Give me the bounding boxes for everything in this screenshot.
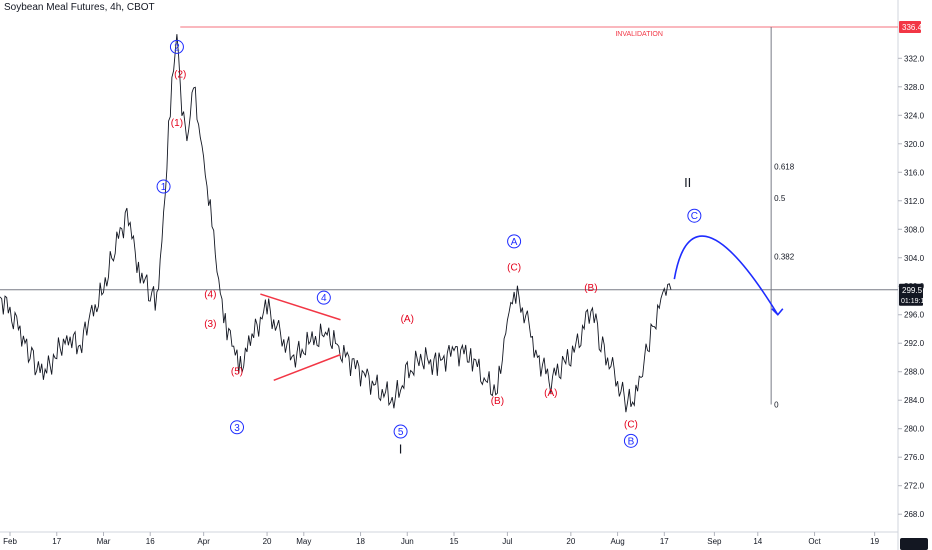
y-tick-label: 280.0 — [904, 425, 925, 434]
triangle-lower-trendline — [273, 353, 341, 381]
wave-label-red: (A) — [401, 314, 414, 325]
projection-curve — [673, 235, 779, 316]
wave-label-red: (1) — [171, 118, 183, 129]
x-tick-label: 20 — [566, 537, 575, 546]
price-series-line — [0, 34, 672, 413]
wave-label-roman: II — [684, 175, 691, 190]
wave-label-circle — [156, 179, 171, 194]
triangle-upper-trendline — [260, 293, 341, 321]
wave-label-circled: 5 — [398, 427, 404, 438]
wave-label-circle — [316, 290, 331, 305]
current-price-label: 299.5 — [902, 286, 923, 295]
y-tick-label: 268.0 — [904, 510, 925, 519]
y-tick-label: 324.0 — [904, 111, 925, 120]
wave-label-red: (A) — [544, 388, 557, 399]
x-tick-label: 16 — [146, 537, 155, 546]
wave-label-circle — [230, 420, 245, 435]
wave-label-circle — [169, 39, 184, 54]
y-tick-label: 272.0 — [904, 482, 925, 491]
x-tick-label: May — [296, 537, 311, 546]
wave-label-red: (3) — [204, 319, 216, 330]
wave-label-circled: 3 — [234, 423, 240, 434]
wave-label-circle — [687, 208, 702, 223]
fib-level-label: 0 — [774, 400, 779, 409]
wave-label-circled: 4 — [321, 293, 327, 304]
invalidation-price-tag — [899, 20, 921, 33]
x-tick-label: 17 — [660, 537, 669, 546]
x-tick-label: 18 — [356, 537, 365, 546]
x-tick-label: 19 — [870, 537, 879, 546]
wave-label-circled: B — [628, 436, 635, 447]
y-tick-label: 320.0 — [904, 140, 925, 149]
wave-label-red: (B) — [491, 396, 504, 407]
x-tick-label: Oct — [808, 537, 821, 546]
wave-label-red: (C) — [624, 419, 638, 430]
y-tick-label: 308.0 — [904, 225, 925, 234]
wave-label-circled: 2 — [174, 42, 180, 53]
invalidation-price-label: 336.4 — [902, 23, 923, 32]
fib-level-label: 0.618 — [774, 163, 795, 172]
x-tick-label: Mar — [97, 537, 111, 546]
x-tick-label: Jul — [502, 537, 512, 546]
y-tick-label: 292.0 — [904, 339, 925, 348]
x-tick-label: 17 — [52, 537, 61, 546]
chart-title: Soybean Meal Futures, 4h, CBOT — [4, 2, 155, 13]
wave-label-circle — [623, 433, 638, 448]
wave-label-circle — [507, 234, 522, 249]
y-tick-label: 312.0 — [904, 197, 925, 206]
wave-label-circled: A — [511, 237, 518, 248]
y-tick-label: 328.0 — [904, 83, 925, 92]
wave-label-red: (2) — [174, 70, 186, 81]
x-tick-label: Aug — [610, 537, 624, 546]
wave-label-circled: 1 — [161, 182, 167, 193]
x-tick-label: Feb — [3, 537, 17, 546]
wave-label-red: (C) — [507, 263, 521, 274]
wave-label-roman: I — [399, 442, 403, 457]
x-tick-label: Jun — [401, 537, 414, 546]
x-tick-label: 15 — [450, 537, 459, 546]
y-tick-label: 316.0 — [904, 168, 925, 177]
invalidation-label: INVALIDATION — [615, 31, 663, 38]
wave-label-red: (5) — [231, 367, 243, 378]
current-price-tag — [899, 283, 923, 306]
bar-countdown-label: 01:19:15 — [901, 298, 928, 305]
y-tick-label: 296.0 — [904, 311, 925, 320]
y-tick-label: 288.0 — [904, 368, 925, 377]
y-tick-label: 284.0 — [904, 396, 925, 405]
fib-level-label: 0.5 — [774, 194, 786, 203]
projection-arrowhead — [771, 308, 784, 316]
x-tick-label: 20 — [263, 537, 272, 546]
y-tick-label: 332.0 — [904, 54, 925, 63]
wave-label-circle — [393, 424, 408, 439]
fib-level-label: 0.382 — [774, 252, 795, 261]
x-tick-label: Sep — [707, 537, 722, 546]
wave-label-red: (B) — [584, 283, 597, 294]
x-tick-label: 14 — [753, 537, 762, 546]
wave-label-red: (4) — [204, 290, 216, 301]
tradingview-logo — [900, 538, 928, 550]
wave-label-circled: C — [691, 211, 698, 222]
y-tick-label: 276.0 — [904, 453, 925, 462]
x-tick-label: Apr — [197, 537, 210, 546]
y-tick-label: 304.0 — [904, 254, 925, 263]
